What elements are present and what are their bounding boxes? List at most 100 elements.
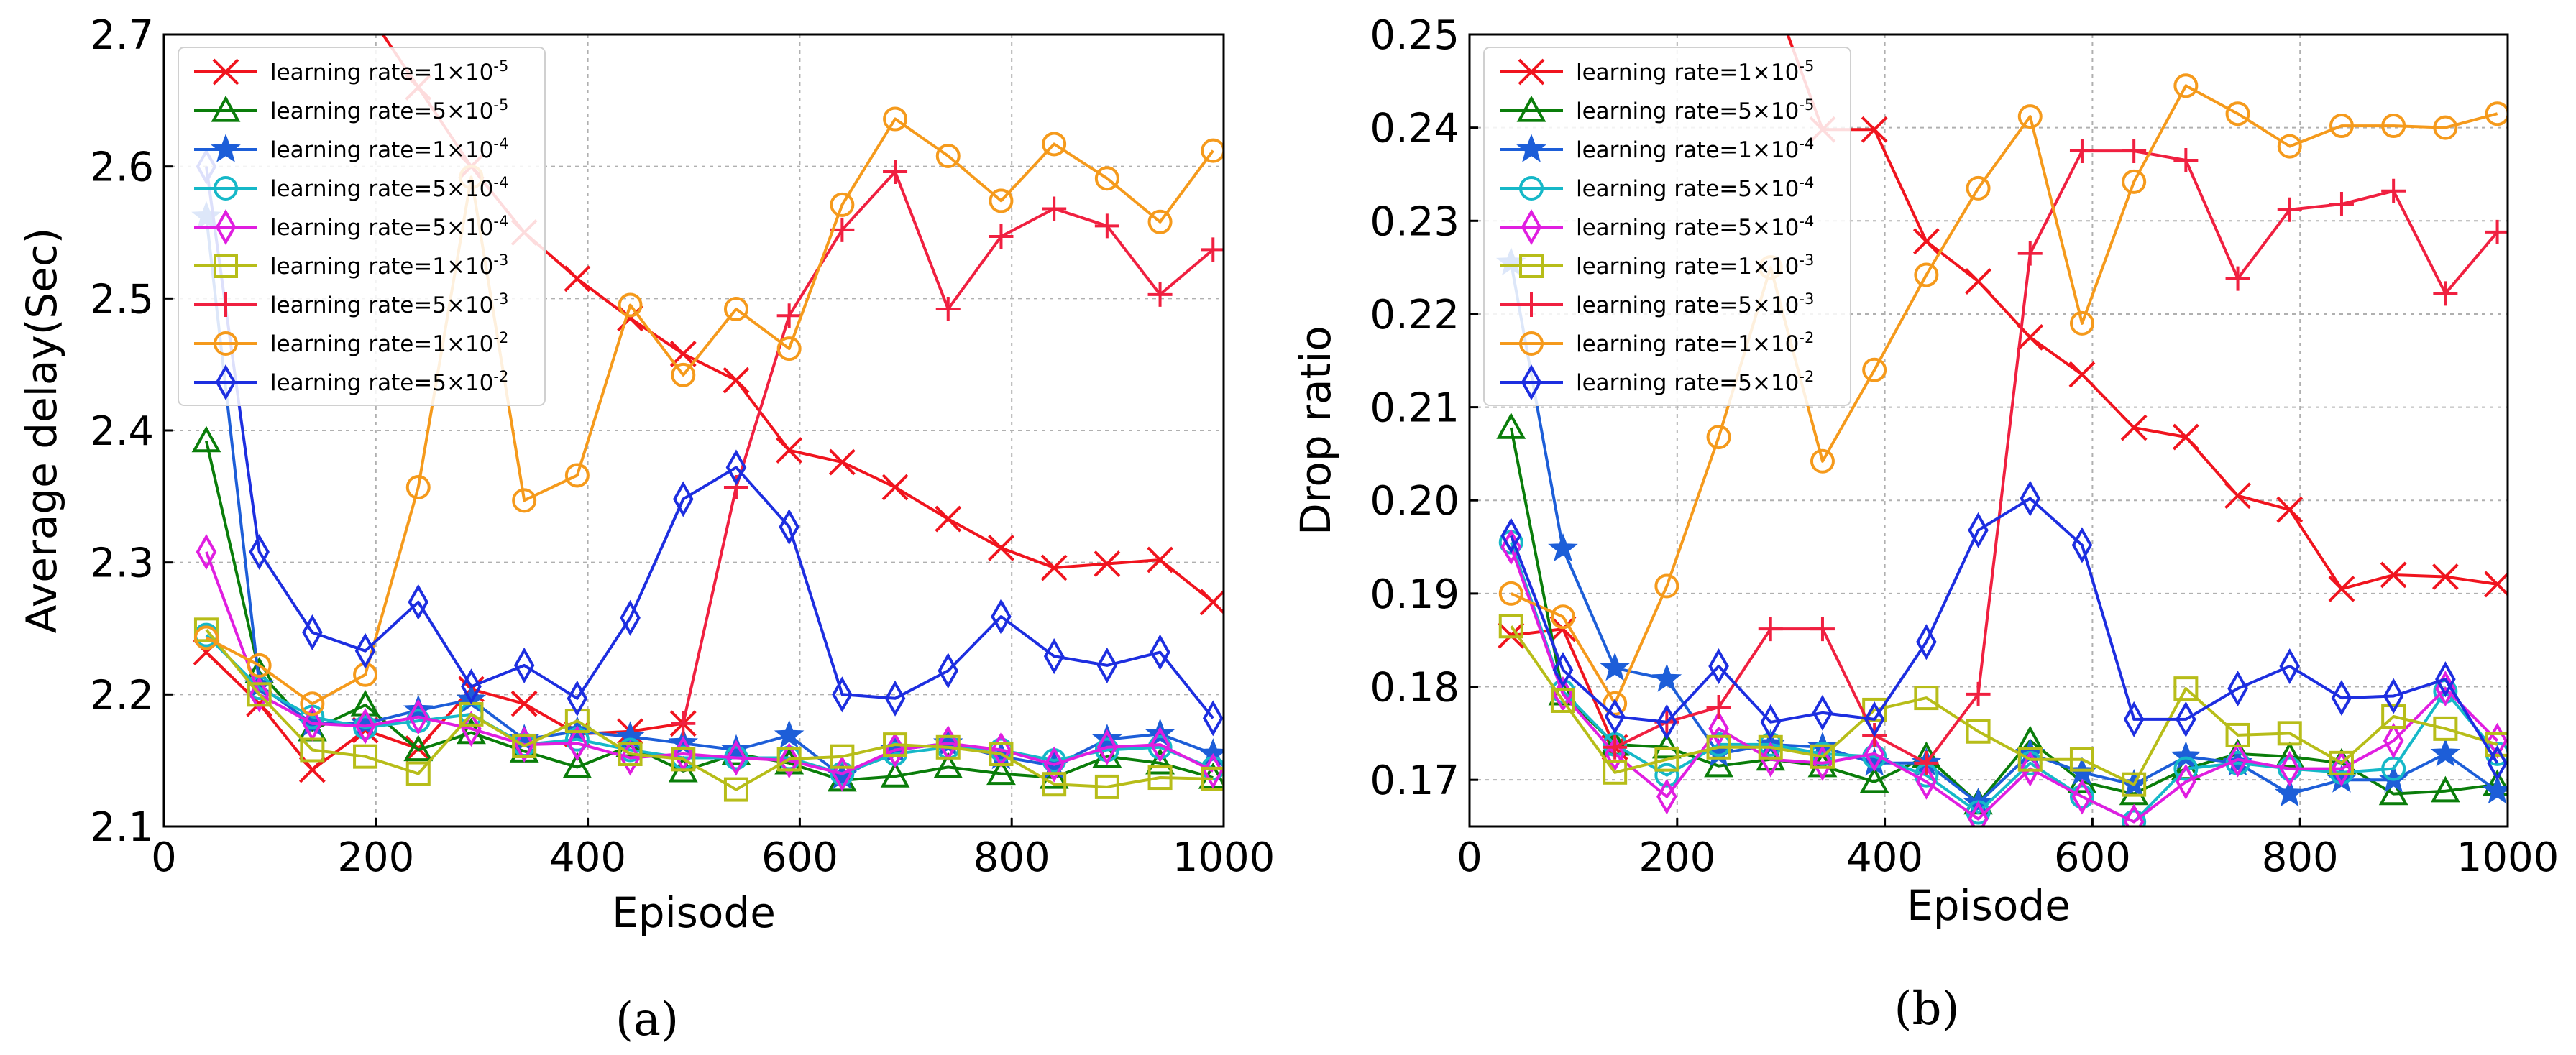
- x-axis-label: Episode: [1907, 881, 2071, 930]
- data-point: [1145, 747, 1175, 775]
- data-point: [933, 752, 963, 778]
- data-point: [1656, 704, 1677, 740]
- series-1x10-5: [1786, 34, 2508, 602]
- legend-label: learning rate=1×10-4: [1576, 135, 1814, 163]
- data-point: [191, 425, 221, 453]
- y-tick-label: 0.17: [1370, 757, 1459, 804]
- data-point: [2433, 115, 2458, 140]
- data-point: [353, 715, 378, 740]
- data-point: [1706, 425, 1731, 450]
- data-point: [830, 744, 855, 769]
- data-point: [2331, 680, 2352, 717]
- data-point: [1912, 228, 1940, 255]
- data-point: [2017, 747, 2043, 772]
- data-point: [2225, 722, 2250, 747]
- data-point: [828, 448, 856, 476]
- data-point: [1965, 268, 1991, 295]
- data-point: [1654, 747, 1679, 772]
- data-point: [2329, 191, 2354, 216]
- data-point: [2173, 148, 2199, 173]
- legend-entry: learning rate=5×10-3: [1500, 290, 1814, 318]
- data-point: [1202, 700, 1224, 737]
- data-point: [1201, 138, 1224, 163]
- legend-label: learning rate=5×10-4: [270, 213, 508, 241]
- data-point: [1042, 196, 1067, 221]
- legend-marker: [1521, 208, 1542, 246]
- data-point: [1094, 166, 1119, 191]
- series-line: [205, 166, 1214, 719]
- data-point: [989, 224, 1014, 249]
- legend-marker: [215, 364, 237, 401]
- y-tick-label: 0.21: [1370, 385, 1459, 432]
- legend-label: learning rate=1×10-5: [1576, 57, 1814, 86]
- data-point: [1496, 412, 1526, 439]
- legend-label: learning rate=5×10-5: [270, 96, 508, 124]
- legend-marker: [212, 58, 239, 86]
- series-line: [682, 170, 1214, 724]
- data-point: [1043, 638, 1065, 675]
- legend: learning rate=1×10-5 learning rate=5×10-5…: [1483, 47, 1851, 406]
- data-point: [2071, 778, 2093, 815]
- data-point: [403, 734, 434, 762]
- x-tick-label: 0: [151, 834, 177, 881]
- data-point: [193, 625, 219, 650]
- series-line: [1510, 84, 2498, 705]
- data-point: [935, 143, 961, 168]
- data-point: [353, 0, 377, 20]
- data-point: [721, 734, 751, 763]
- data-point: [1603, 691, 1628, 716]
- data-point: [1150, 727, 1170, 763]
- data-point: [2068, 361, 2096, 388]
- data-point: [1864, 735, 1885, 772]
- data-point: [776, 336, 802, 361]
- data-point: [300, 691, 325, 717]
- data-point: [2485, 101, 2508, 126]
- y-tick-label: 2.1: [90, 804, 154, 851]
- legend-entry: learning rate=5×10-4: [1500, 208, 1814, 246]
- legend-label: learning rate=5×10-3: [1576, 290, 1814, 318]
- data-point: [618, 741, 643, 766]
- data-point: [1966, 719, 1991, 744]
- legend-entry: learning rate=5×10-4: [194, 208, 508, 246]
- data-point: [2123, 803, 2145, 826]
- data-point: [2381, 704, 2406, 729]
- legend-marker: [1516, 95, 1546, 122]
- data-point: [405, 761, 431, 786]
- legend-entry: learning rate=5×10-5: [1500, 95, 1814, 124]
- data-point: [408, 699, 429, 735]
- data-point: [2430, 775, 2460, 803]
- data-point: [1966, 175, 1991, 201]
- data-point: [2173, 676, 2199, 701]
- x-tick-label: 200: [1638, 834, 1715, 881]
- data-point: [776, 303, 802, 328]
- data-point: [2431, 563, 2459, 590]
- data-point: [405, 474, 431, 499]
- data-point: [2383, 722, 2404, 759]
- data-point: [671, 747, 696, 772]
- legend-marker: [214, 254, 238, 278]
- data-point: [513, 647, 535, 683]
- data-point: [1760, 741, 1782, 778]
- legend-label: learning rate=5×10-4: [270, 174, 508, 202]
- legend-marker: [1521, 364, 1542, 401]
- data-point: [2381, 178, 2406, 203]
- data-point: [776, 437, 803, 464]
- legend-entry: learning rate=1×10-4: [194, 134, 508, 163]
- legend-entry: learning rate=5×10-4: [1500, 174, 1814, 202]
- data-point: [725, 740, 747, 776]
- data-point: [1092, 741, 1122, 768]
- data-point: [1810, 448, 1835, 474]
- data-point: [1654, 763, 1679, 788]
- x-tick-label: 800: [973, 834, 1050, 881]
- data-point: [1550, 688, 1575, 713]
- data-point: [935, 505, 962, 533]
- legend-marker: [1516, 134, 1546, 162]
- data-point: [1550, 604, 1575, 630]
- data-point: [1500, 517, 1522, 554]
- series-5x10-4: [1500, 529, 2508, 826]
- data-point: [350, 707, 380, 737]
- legend-marker: [211, 95, 241, 122]
- x-tick-label: 600: [2054, 834, 2131, 881]
- data-point: [2380, 561, 2407, 589]
- legend-label: learning rate=1×10-4: [270, 135, 508, 163]
